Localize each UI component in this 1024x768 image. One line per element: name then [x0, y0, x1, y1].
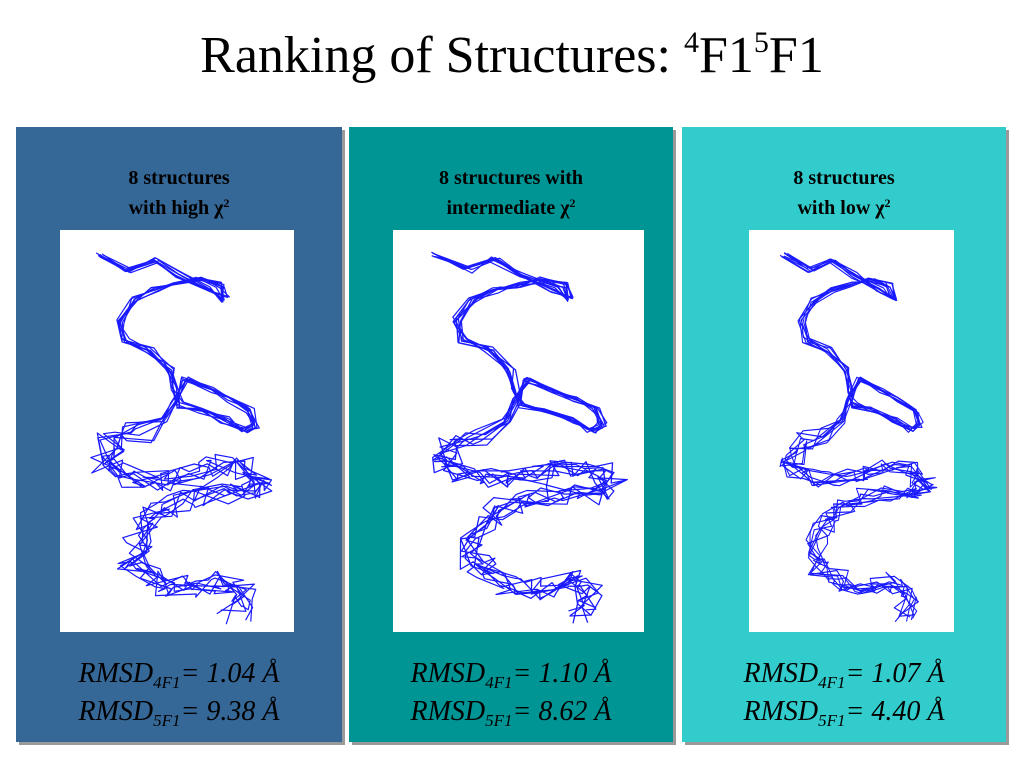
- structure-image: [749, 230, 954, 632]
- backbone-trace: [99, 256, 271, 622]
- rmsd-label: RMSD: [78, 696, 154, 727]
- title-text-f1: F1: [698, 27, 754, 84]
- structure-image: [393, 230, 644, 632]
- panel-caption: 8 structures with low χ2: [682, 163, 1006, 223]
- backbone-trace: [431, 251, 615, 617]
- backbone-trace: [90, 254, 273, 612]
- panel-caption: 8 structures with high χ2: [16, 163, 342, 223]
- caption-superscript: 2: [223, 196, 230, 210]
- rmsd-values: RMSD4F1= 1.10 Å RMSD5F1= 8.62 Å: [349, 655, 673, 731]
- rmsd-label: RMSD: [410, 696, 486, 727]
- rmsd-label: RMSD: [743, 658, 819, 689]
- rmsd-subscript: 4F1: [153, 673, 181, 692]
- rmsd-value: = 1.07 Å: [845, 658, 945, 689]
- caption-line-2: with high χ2: [16, 193, 342, 223]
- protein-ensemble-icon: [90, 252, 273, 625]
- page-title: Ranking of Structures: 4F15F1: [0, 27, 1024, 84]
- caption-line-1: 8 structures with: [438, 167, 584, 189]
- caption-superscript: 2: [884, 196, 891, 210]
- panel-caption: 8 structures with intermediate χ2: [349, 163, 673, 223]
- rmsd-4f1: RMSD4F1= 1.04 Å: [16, 655, 342, 693]
- rmsd-subscript: 4F1: [818, 673, 846, 692]
- caption-superscript: 2: [569, 196, 576, 210]
- rmsd-value: = 9.38 Å: [180, 696, 280, 727]
- rmsd-value: = 1.10 Å: [512, 658, 612, 689]
- title-superscript-4: 4: [683, 26, 699, 59]
- panel-intermediate-chi2: 8 structures with intermediate χ2 RMSD4F…: [349, 127, 673, 742]
- backbone-trace: [780, 255, 938, 616]
- panel-high-chi2: 8 structures with high χ2 RMSD4F1= 1.04 …: [16, 127, 342, 742]
- rmsd-label: RMSD: [743, 696, 819, 727]
- caption-line-1: 8 structures: [128, 167, 230, 189]
- caption-line-2: with low χ2: [682, 193, 1006, 223]
- rmsd-values: RMSD4F1= 1.04 Å RMSD5F1= 9.38 Å: [16, 655, 342, 731]
- caption-text: with low χ: [797, 197, 885, 219]
- rmsd-value: = 8.62 Å: [512, 696, 612, 727]
- caption-text: intermediate χ: [446, 197, 570, 219]
- backbone-trace: [91, 252, 261, 611]
- panel-low-chi2: 8 structures with low χ2 RMSD4F1= 1.07 Å…: [682, 127, 1006, 742]
- caption-text: with high χ: [128, 197, 224, 219]
- rmsd-4f1: RMSD4F1= 1.07 Å: [682, 655, 1006, 693]
- rmsd-label: RMSD: [410, 658, 486, 689]
- rmsd-value: = 4.40 Å: [845, 696, 945, 727]
- rmsd-subscript: 5F1: [153, 711, 181, 730]
- rmsd-5f1: RMSD5F1= 8.62 Å: [349, 693, 673, 731]
- rmsd-values: RMSD4F1= 1.07 Å RMSD5F1= 4.40 Å: [682, 655, 1006, 731]
- backbone-trace: [435, 254, 610, 612]
- rmsd-subscript: 5F1: [485, 711, 513, 730]
- rmsd-subscript: 4F1: [485, 673, 513, 692]
- title-text-f1-end: F1: [768, 27, 824, 84]
- protein-ensemble-icon: [431, 251, 628, 624]
- backbone-trace: [433, 254, 608, 611]
- backbone-trace: [434, 255, 626, 616]
- rmsd-5f1: RMSD5F1= 9.38 Å: [16, 693, 342, 731]
- backbone-trace: [782, 252, 930, 622]
- rmsd-label: RMSD: [78, 658, 154, 689]
- backbone-trace: [779, 254, 934, 618]
- protein-ensemble-icon: [779, 252, 938, 623]
- title-superscript-5: 5: [753, 26, 769, 59]
- title-text: Ranking of Structures:: [200, 27, 684, 84]
- backbone-trace: [432, 255, 608, 609]
- rmsd-5f1: RMSD5F1= 4.40 Å: [682, 693, 1006, 731]
- rmsd-4f1: RMSD4F1= 1.10 Å: [349, 655, 673, 693]
- caption-line-1: 8 structures: [793, 167, 895, 189]
- caption-line-2: intermediate χ2: [349, 193, 673, 223]
- backbone-trace: [99, 254, 270, 621]
- backbone-trace: [432, 256, 628, 616]
- rmsd-subscript: 5F1: [818, 711, 846, 730]
- backbone-trace: [779, 252, 924, 617]
- rmsd-value: = 1.04 Å: [180, 658, 280, 689]
- backbone-trace: [783, 252, 932, 619]
- structure-image: [60, 230, 294, 632]
